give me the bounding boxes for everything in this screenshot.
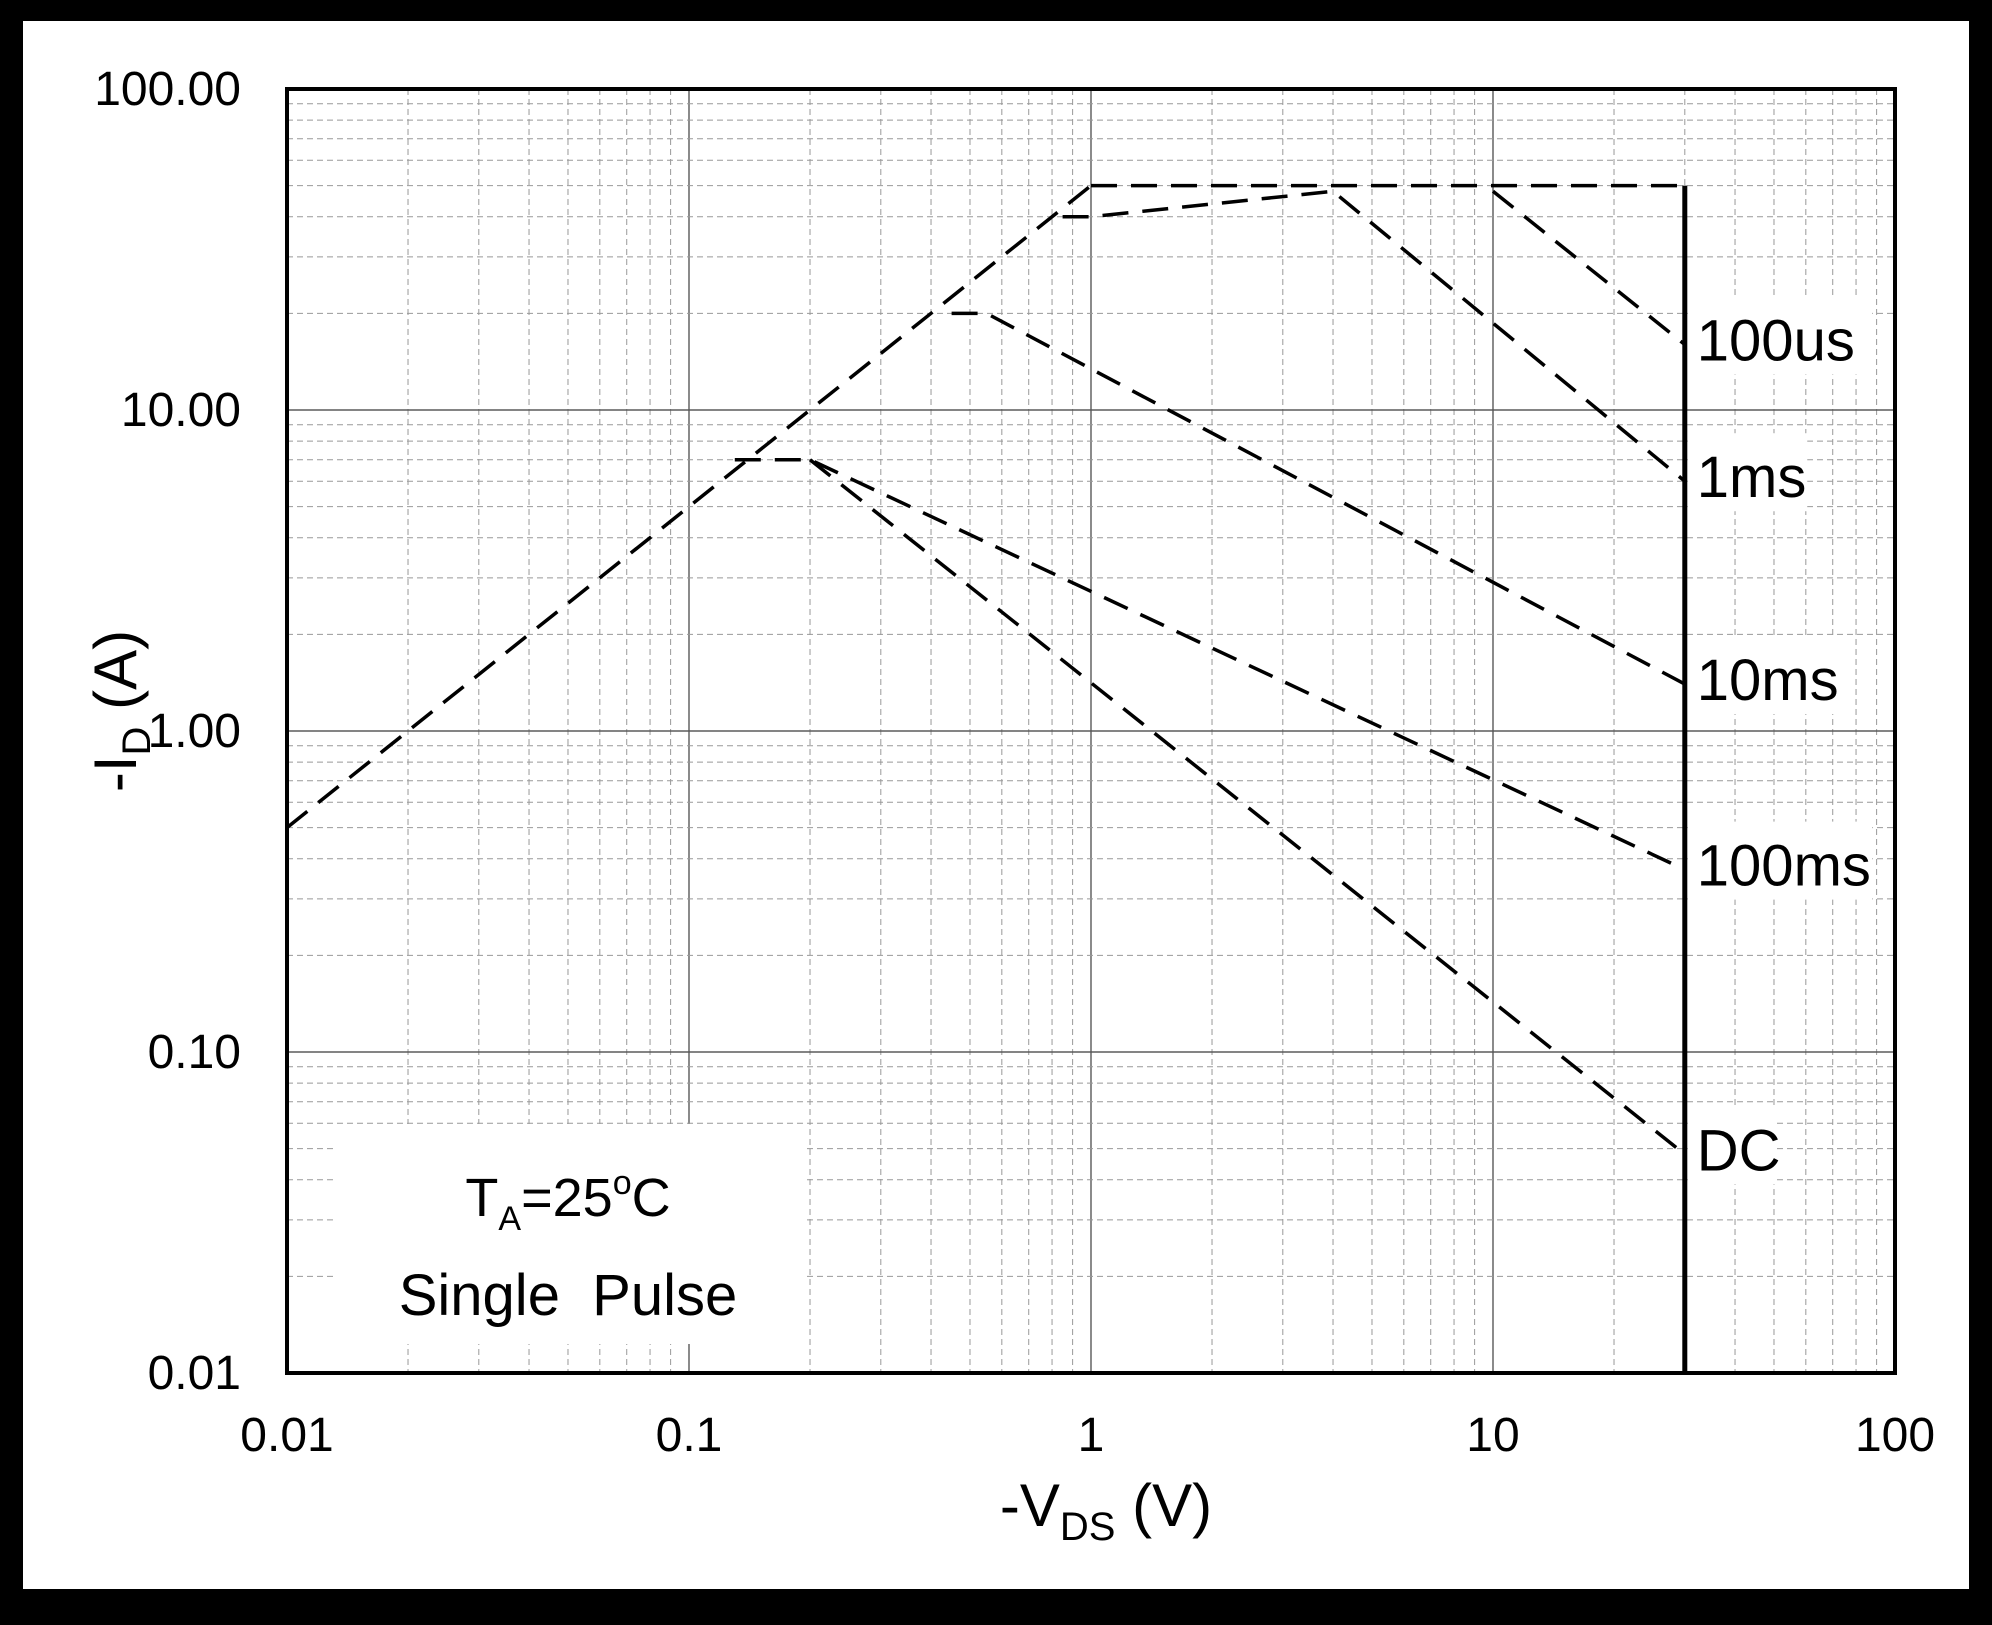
curve-label: 100ms xyxy=(1697,834,1871,899)
curve-label: 10ms xyxy=(1697,648,1839,713)
x-tick-label: 0.1 xyxy=(656,1409,723,1462)
annotation-t-sub: A xyxy=(498,1200,521,1238)
y-tick-label: 100.00 xyxy=(94,63,241,116)
series-100us xyxy=(1491,189,1686,346)
series-dc xyxy=(808,458,1686,1156)
curve-label-bg xyxy=(1687,296,1873,375)
y-axis-label: -ID (A) xyxy=(82,630,159,792)
annotation-box xyxy=(333,1124,803,1344)
x-tick-label: 10 xyxy=(1466,1409,1519,1462)
curve-label-bg xyxy=(1687,1106,1775,1185)
annotation-degree: o xyxy=(613,1164,632,1202)
curve-label: 100us xyxy=(1697,308,1855,373)
series-1ms xyxy=(1062,189,1686,483)
curve-label-bg xyxy=(1687,433,1808,512)
x-label-sub: DS xyxy=(1060,1505,1116,1549)
curve-label-bg xyxy=(1687,821,1873,900)
soa-chart: 0.01 0.1 1 10 100 0.01 0.10 1.00 10.00 100.00 100… xyxy=(82,63,1935,1549)
curves xyxy=(285,183,1686,1156)
x-tick-label: 0.01 xyxy=(240,1409,333,1462)
y-tick-label: 0.01 xyxy=(148,1347,241,1400)
y-label-main: -I xyxy=(82,755,149,792)
curve-label-bg xyxy=(1687,636,1840,715)
x-tick-label: 100 xyxy=(1855,1409,1935,1462)
plot-frame xyxy=(285,87,1897,1375)
x-label-main: -V xyxy=(1000,1472,1060,1539)
y-tick-label: 10.00 xyxy=(121,384,241,437)
annotation-pulse: Single Pulse xyxy=(399,1263,738,1328)
curve-labels: 100us 1ms 10ms 100ms DC xyxy=(1687,296,1873,1185)
x-label-unit: (V) xyxy=(1115,1472,1212,1539)
curve-label: DC xyxy=(1697,1118,1781,1183)
x-tick-label: 1 xyxy=(1078,1409,1105,1462)
y-label-sub: D xyxy=(115,727,159,756)
grid xyxy=(286,88,1896,1374)
y-tick-label: 0.10 xyxy=(148,1026,241,1079)
series-rds-on-limit xyxy=(285,184,1093,829)
y-label-unit: (A) xyxy=(82,630,149,727)
chart-panel: 0.01 0.1 1 10 100 0.01 0.10 1.00 10.00 100.00 100… xyxy=(23,21,1969,1589)
y-tick-label: 1.00 xyxy=(148,705,241,758)
series-100ms xyxy=(734,457,1686,872)
annotation-t: T xyxy=(465,1168,498,1228)
annotation-value: =25 xyxy=(521,1168,613,1228)
tick-labels: 0.01 0.1 1 10 100 0.01 0.10 1.00 10.00 100.00 xyxy=(94,63,1935,1462)
annotation-unit: C xyxy=(632,1168,671,1228)
x-axis-label: -VDS (V) xyxy=(1000,1472,1212,1549)
curve-label: 1ms xyxy=(1697,445,1807,510)
annotation-temperature: TA=25oC xyxy=(465,1164,670,1238)
series-10ms xyxy=(951,311,1686,686)
